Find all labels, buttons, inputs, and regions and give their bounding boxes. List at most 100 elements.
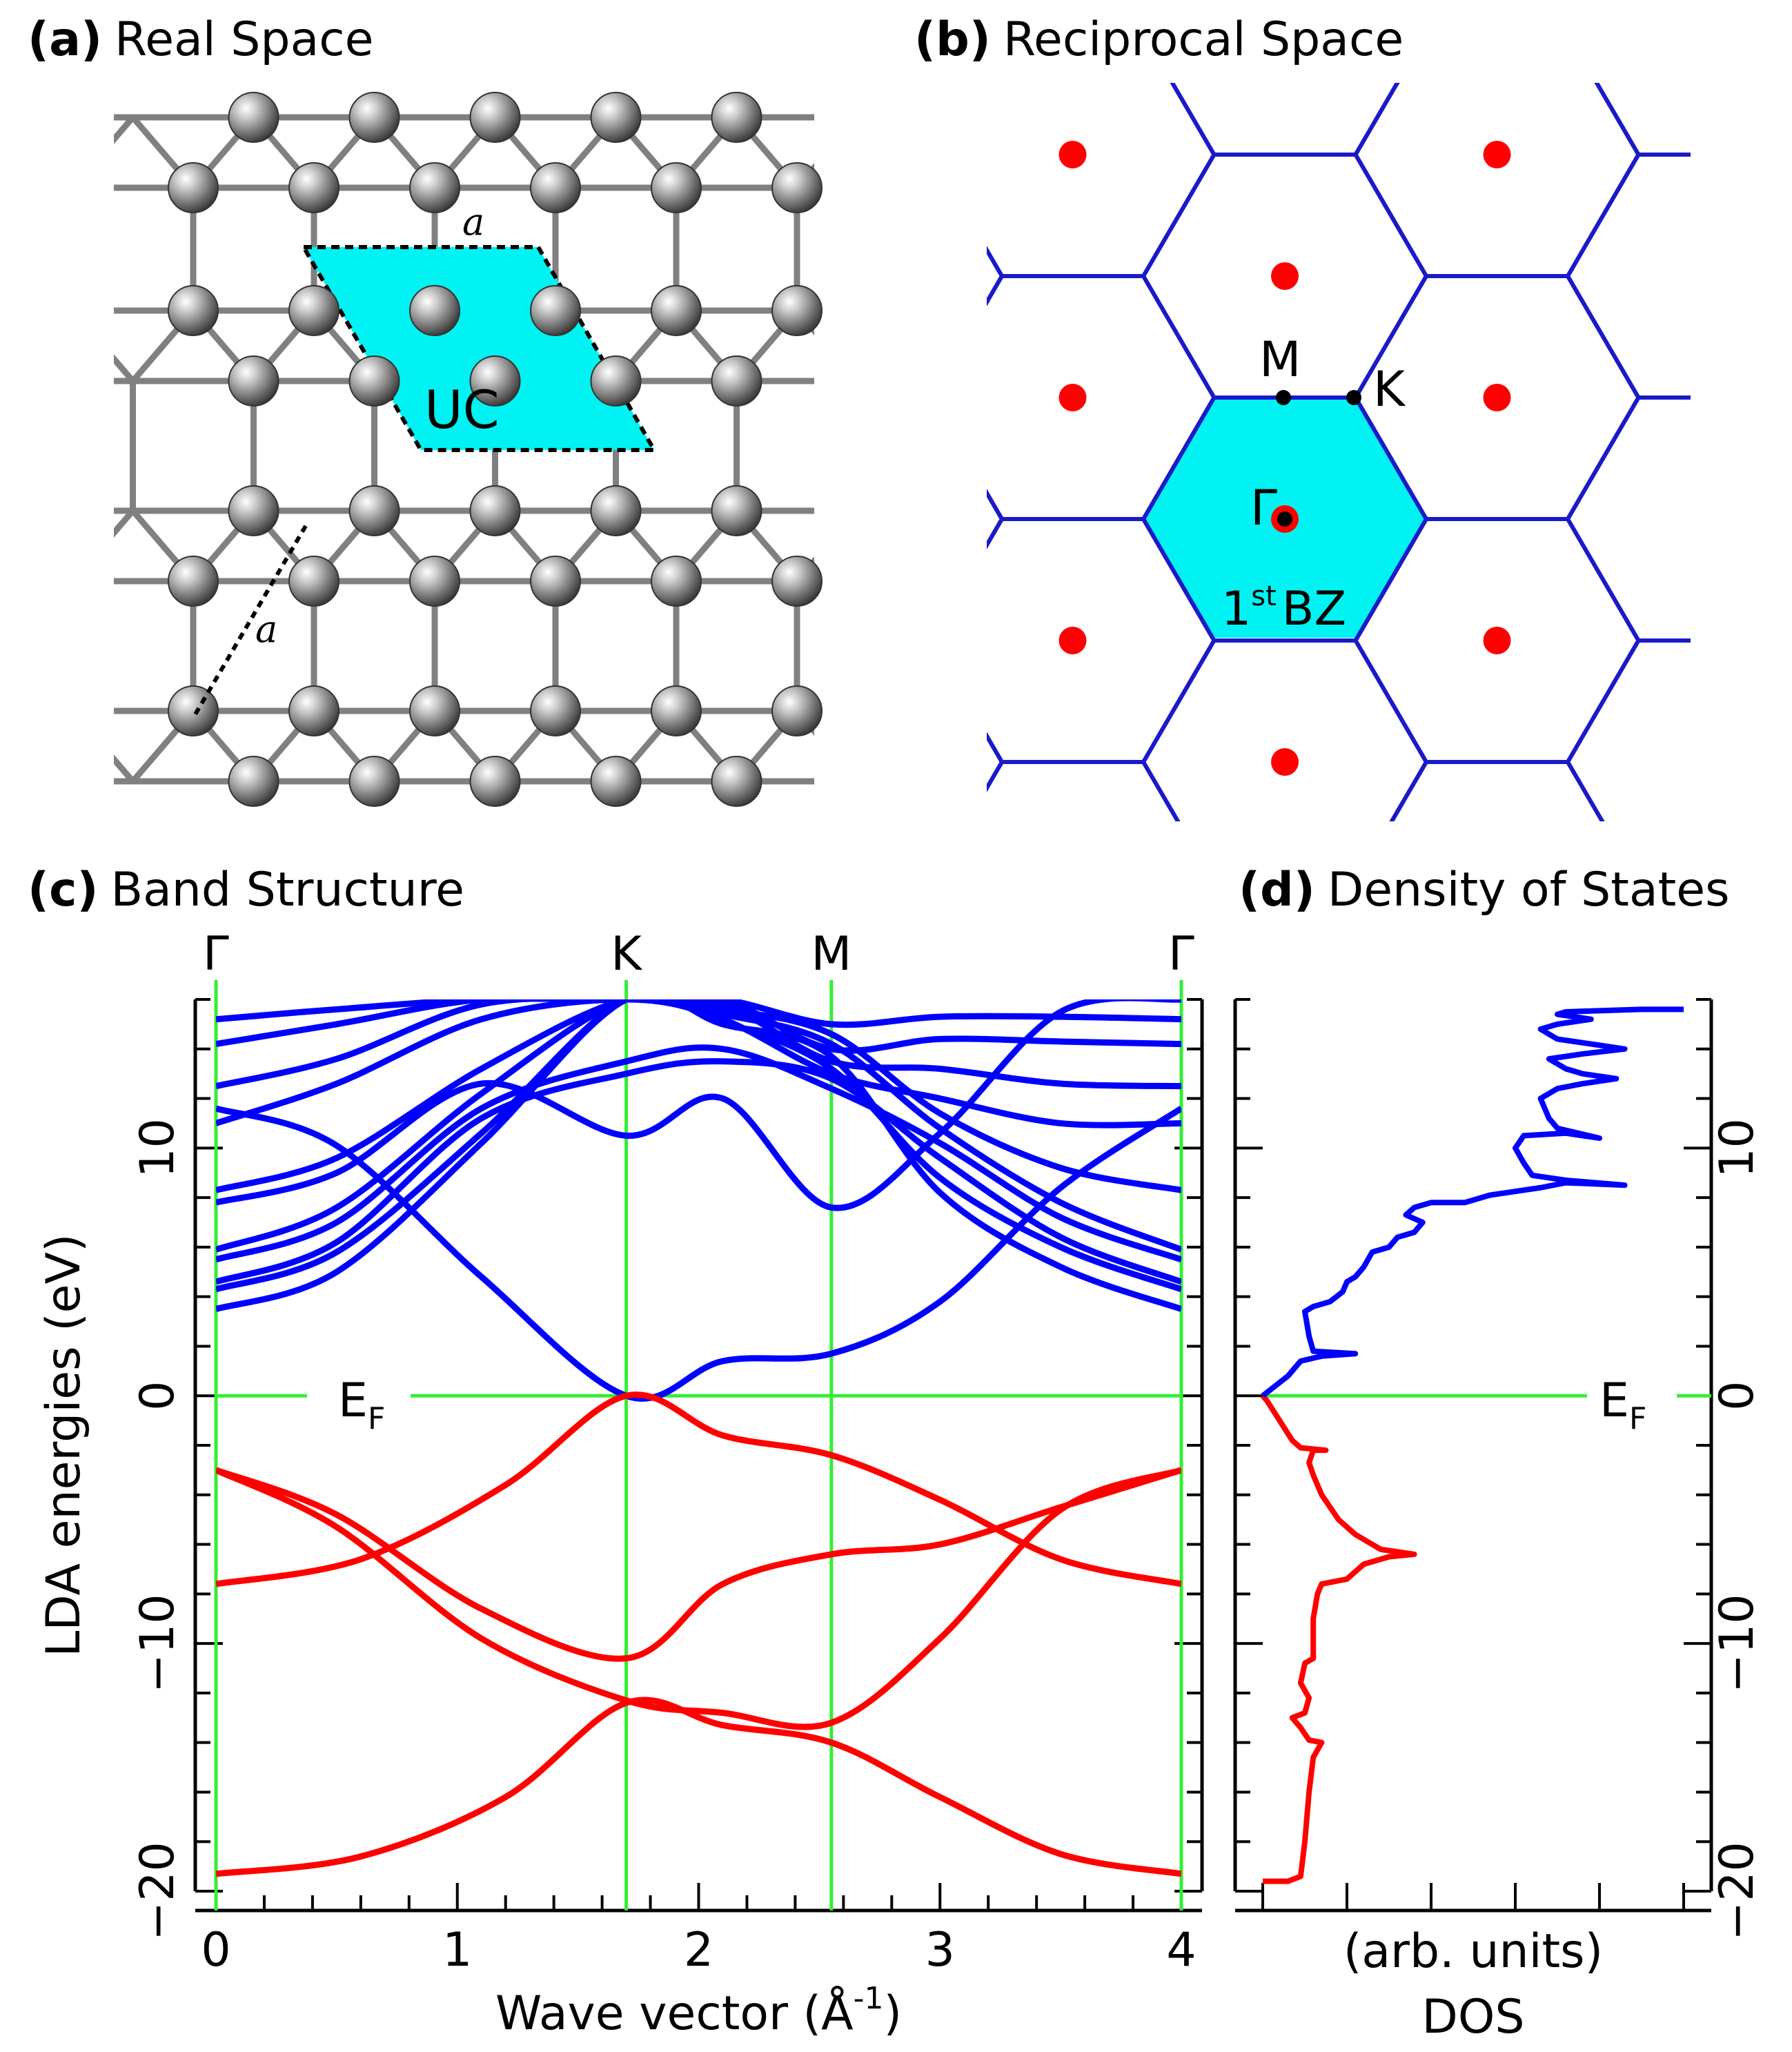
valence-band — [216, 1391, 1181, 1587]
high-symmetry-label: M — [811, 927, 852, 981]
bz-cell — [1356, 1491, 1639, 1734]
conduction-band — [216, 999, 1181, 1253]
bond — [0, 311, 12, 381]
bz-cell — [507, 0, 790, 33]
atom — [469, 355, 521, 407]
bz-cell — [987, 489, 1005, 549]
bz-cell — [1780, 1248, 1792, 1491]
bond — [114, 507, 136, 538]
bond — [978, 311, 1039, 381]
fermi-label: EF — [338, 1374, 385, 1436]
conduction-band — [216, 1044, 1181, 1263]
atoms — [168, 92, 823, 807]
bz-cell — [1565, 395, 1691, 643]
atom — [409, 285, 460, 336]
atom — [651, 285, 702, 336]
atom — [228, 756, 279, 807]
bz-cell — [1780, 1005, 1792, 1248]
bond — [858, 711, 918, 781]
bond — [978, 711, 1039, 781]
bond — [114, 754, 136, 785]
reciprocal-point — [1059, 141, 1087, 168]
valence-band — [216, 1467, 1181, 1730]
bz-cell — [719, 1126, 1002, 1369]
bond — [12, 117, 73, 188]
x-tick-label: 4 — [1166, 1923, 1196, 1977]
reciprocal-point — [1059, 627, 1087, 654]
atom — [530, 685, 581, 736]
bz-cell — [987, 246, 1005, 306]
bz-cell — [987, 760, 1181, 821]
panel-b: (b) Reciprocal Space M K Γ 1st BZ — [507, 0, 1792, 1734]
atom — [711, 485, 762, 536]
panel-c: (c) Band Structure −20 −10 0 10 0 1 2 3 4 Wave vec… — [28, 863, 1204, 2041]
atom — [228, 92, 279, 143]
reciprocal-lattice-points — [1059, 141, 1511, 776]
m-point — [1276, 390, 1291, 405]
y-axis-label: LDA energies (eV) — [37, 1233, 91, 1657]
bz-cell — [1568, 883, 1792, 1126]
lattice-vector-dotted — [191, 525, 308, 719]
atom — [469, 92, 521, 143]
high-symmetry-points — [1276, 390, 1361, 527]
conduction-band — [216, 999, 1181, 1193]
bz-cell — [1594, 83, 1691, 157]
dos-fermi-label: EF — [1599, 1374, 1646, 1436]
panel-d: (d) Density of States −20 −10 0 10 EF (arb. un… — [1233, 863, 1764, 2044]
bz-cell — [1143, 883, 1426, 1126]
fermi-label-bg — [307, 1365, 411, 1427]
atom — [590, 92, 642, 143]
atom — [409, 556, 460, 607]
dos-y-tick-label: −20 — [1710, 1841, 1764, 1941]
atom — [771, 285, 823, 336]
dos-fermi-label-bg — [1587, 1365, 1677, 1427]
atom — [348, 485, 400, 536]
atom — [651, 685, 702, 736]
atom — [711, 355, 762, 407]
x-tick-label: 3 — [925, 1923, 955, 1977]
dos-x-axis-label: (arb. units) — [1343, 1924, 1603, 1979]
atom — [771, 162, 823, 213]
bz-cell — [1389, 760, 1605, 821]
reciprocal-point — [1483, 627, 1511, 654]
x-tick-label: 1 — [442, 1923, 472, 1977]
atom — [409, 685, 460, 736]
high-symmetry-label: Γ — [1168, 927, 1194, 981]
bz-cell — [1780, 519, 1792, 762]
panel-c-title: (c) Band Structure — [28, 863, 464, 917]
conduction-band — [216, 999, 1181, 1211]
bond — [918, 711, 978, 781]
gamma-point — [1277, 511, 1292, 527]
bond — [1038, 711, 1099, 781]
panel-b-title: (b) Reciprocal Space — [914, 12, 1404, 67]
bond — [858, 311, 918, 381]
atom — [348, 756, 400, 807]
atom — [590, 756, 642, 807]
atom — [530, 162, 581, 213]
atom — [228, 485, 279, 536]
atom — [771, 685, 823, 736]
conduction-band — [216, 1058, 1181, 1285]
bz-cell — [1356, 1005, 1639, 1248]
x-axis-label: Wave vector (Å-1) — [495, 1981, 902, 2041]
bond — [1038, 511, 1099, 581]
atom — [530, 556, 581, 607]
panel-a-title: (a) Real Space — [28, 12, 373, 67]
dos-y-tick-label: −10 — [1710, 1594, 1764, 1693]
bond — [858, 117, 918, 188]
conduction-band — [216, 999, 1181, 1090]
atom — [288, 285, 339, 336]
atom — [771, 556, 823, 607]
reciprocal-point — [1483, 384, 1511, 411]
bond — [978, 117, 1039, 188]
dos-chart: −20 −10 0 10 EF (arb. units) DOS — [1233, 998, 1764, 2044]
dos-y-tick-label: 0 — [1710, 1381, 1764, 1411]
conduction-band — [216, 999, 1181, 1054]
bz-cell — [1780, 762, 1792, 1005]
atom — [469, 485, 521, 536]
unit-cell-label: UC — [424, 379, 500, 440]
bond — [114, 354, 136, 384]
x-tick-label: 2 — [684, 1923, 713, 1977]
y-tick-label: 0 — [130, 1381, 185, 1411]
